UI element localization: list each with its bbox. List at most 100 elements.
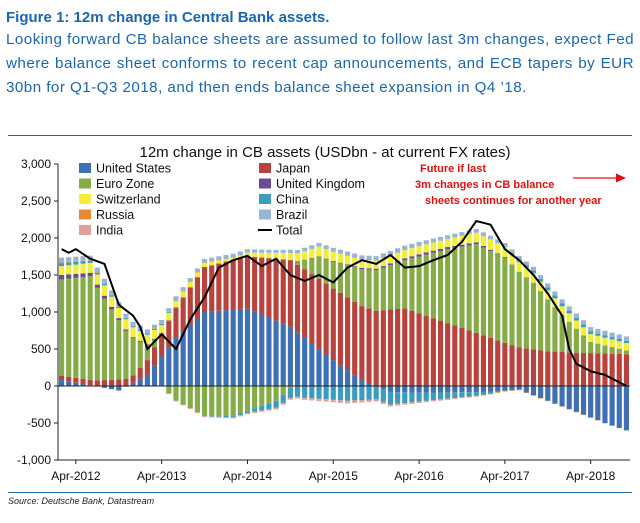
bar-india [273, 407, 279, 410]
bar-japan [202, 267, 208, 312]
bar-japan [395, 308, 401, 386]
bar-japan [459, 328, 465, 386]
bar-brazil [480, 232, 486, 237]
bar-china [173, 300, 179, 301]
bar-india [445, 398, 451, 400]
bar-japan [359, 306, 365, 381]
bar-china [94, 272, 100, 275]
bar-india [187, 408, 193, 409]
bar-brazil [151, 324, 158, 329]
bar-united-states [316, 349, 322, 386]
bar-euro-zone [545, 299, 551, 352]
bar-euro-zone [316, 256, 322, 279]
bar-united-states [252, 311, 258, 386]
y-tick-label: -500 [27, 416, 51, 430]
bar-brazil [366, 255, 372, 261]
bar-switzerland [473, 232, 479, 243]
bar-euro-zone [223, 386, 229, 416]
legend-swatch-united-states [79, 163, 91, 173]
bar-switzerland [252, 252, 258, 257]
bar-china [595, 333, 601, 336]
bar-india [430, 400, 436, 402]
bar-united-states [280, 323, 286, 386]
bar-euro-zone [595, 343, 601, 354]
bar-euro-zone [566, 321, 572, 353]
bar-japan [473, 332, 479, 386]
bar-india [330, 400, 336, 403]
bar-euro-zone [194, 386, 200, 412]
bar-brazil [437, 236, 444, 241]
bar-switzerland [216, 260, 222, 264]
y-tick-label: 2,500 [21, 194, 51, 208]
bar-united-states [130, 382, 136, 386]
bar-brazil [616, 334, 622, 339]
bar-brazil [459, 232, 465, 236]
bar-china [459, 392, 465, 398]
bar-switzerland [237, 255, 243, 258]
bar-japan [409, 310, 415, 386]
bar-india [230, 417, 236, 419]
bar-switzerland [402, 250, 408, 259]
bar-japan [502, 342, 508, 386]
bar-switzerland [509, 254, 515, 265]
bar-brazil [101, 278, 108, 284]
bar-russia [73, 261, 79, 263]
bar-brazil [623, 336, 629, 341]
x-tick-label: Apr-2012 [51, 469, 101, 483]
bar-brazil [294, 249, 301, 254]
bar-brazil [595, 328, 601, 334]
bar-switzerland [123, 319, 129, 330]
bar-switzerland [230, 257, 236, 260]
bar-united-states [330, 360, 336, 386]
bar-brazil [516, 255, 522, 260]
bar-china [59, 263, 65, 267]
bar-china [330, 386, 336, 400]
bar-euro-zone [137, 341, 143, 368]
bar-japan [609, 353, 615, 386]
bar-japan [259, 257, 265, 315]
bar-switzerland [466, 234, 472, 244]
bar-united-states [530, 386, 537, 396]
legend-swatch-united-kingdom [259, 178, 271, 189]
bar-switzerland [588, 334, 594, 342]
bar-united-kingdom [488, 249, 494, 251]
bar-japan [216, 263, 222, 311]
bar-united-kingdom [445, 247, 451, 250]
bar-united-states [473, 386, 479, 393]
bar-united-states [402, 386, 408, 393]
bar-japan [445, 323, 451, 386]
bar-japan [516, 347, 522, 386]
bar-euro-zone [101, 298, 108, 381]
bar-japan [266, 258, 272, 318]
bar-switzerland [538, 281, 544, 292]
bar-china [623, 340, 629, 344]
bar-india [302, 398, 308, 400]
y-tick-label: 0 [44, 379, 51, 393]
bar-united-kingdom [366, 268, 372, 270]
bar-japan [588, 353, 594, 386]
bar-united-states [244, 308, 251, 386]
bar-brazil [573, 313, 579, 318]
bar-japan [373, 310, 379, 386]
bar-switzerland [187, 282, 193, 288]
bar-euro-zone [73, 277, 79, 378]
bar-china [559, 303, 565, 307]
bar-switzerland [566, 313, 572, 322]
bar-switzerland [395, 252, 401, 261]
bar-india [395, 403, 401, 406]
bar-united-states [259, 314, 265, 386]
bar-japan [109, 379, 115, 386]
bar-russia [530, 395, 537, 396]
bar-china [73, 262, 79, 265]
bar-euro-zone [337, 263, 343, 293]
bar-japan [302, 269, 308, 338]
bar-euro-zone [237, 386, 243, 414]
bar-united-states [159, 356, 165, 386]
bar-united-kingdom [144, 344, 150, 346]
bar-euro-zone [623, 350, 629, 355]
bar-brazil [252, 249, 258, 253]
bar-japan [480, 335, 486, 386]
bar-japan [380, 310, 386, 386]
bar-japan [602, 353, 608, 386]
y-tick-label: -1,000 [17, 453, 51, 467]
